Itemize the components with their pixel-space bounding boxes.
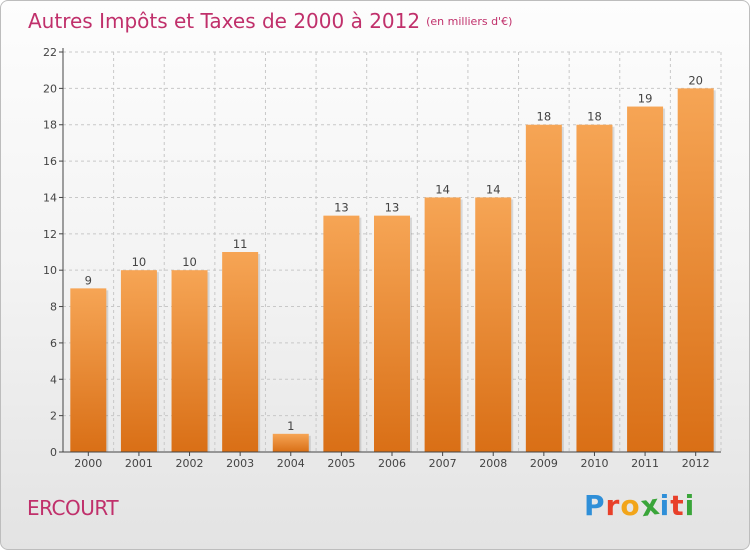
x-tick-label: 2009 (530, 457, 558, 470)
x-tick-label: 2001 (125, 457, 153, 470)
y-tick-label: 10 (43, 264, 57, 277)
y-tick-label: 14 (43, 191, 57, 204)
y-tick-label: 0 (50, 446, 57, 459)
y-tick-label: 12 (43, 228, 57, 241)
y-tick-label: 18 (43, 119, 57, 132)
x-tick-label: 2002 (176, 457, 204, 470)
logo-letter: i (659, 489, 671, 522)
y-tick-label: 8 (50, 301, 57, 314)
x-tick-label: 2010 (580, 457, 608, 470)
bar-value-label: 1 (287, 419, 294, 433)
bar (222, 252, 259, 452)
logo-letter: x (638, 487, 662, 524)
y-tick-label: 2 (50, 410, 57, 423)
x-tick-label: 2004 (277, 457, 305, 470)
bar-value-label: 13 (385, 201, 400, 215)
commune-name: ERCOURT (27, 496, 119, 520)
chart-title-unit: (en milliers d'€) (426, 15, 513, 28)
bar-value-label: 10 (132, 255, 147, 269)
x-tick-label: 2012 (682, 457, 710, 470)
x-tick-label: 2000 (74, 457, 102, 470)
labels: 0 2 4 6 8 10 12 14 16 18 20 22 9 2000 10 2001 10 2002 11 20… (43, 46, 710, 470)
bar-value-label: 20 (688, 73, 703, 87)
chart-title: Autres Impôts et Taxes de 2000 à 2012 (en… (28, 9, 512, 33)
y-tick-label: 16 (43, 155, 57, 168)
bar-value-label: 14 (435, 182, 450, 196)
bar (171, 270, 208, 452)
logo-letter: o (620, 489, 641, 522)
bar (70, 288, 107, 452)
bars (70, 88, 716, 453)
axes (59, 48, 721, 456)
bar-value-label: 10 (182, 255, 197, 269)
bar (120, 270, 157, 452)
bar (272, 433, 309, 452)
x-tick-label: 2005 (327, 457, 355, 470)
bar-value-label: 14 (486, 182, 501, 196)
logo-letter: i (684, 489, 696, 522)
bar (475, 197, 512, 452)
bar (525, 124, 562, 453)
bar (576, 124, 613, 453)
bar-value-label: 11 (233, 237, 248, 251)
logo-letter: t (670, 489, 685, 522)
y-tick-label: 22 (43, 46, 57, 59)
bar-value-label: 18 (587, 110, 602, 124)
logo-letter: r (605, 489, 621, 522)
bar (627, 106, 664, 452)
y-tick-label: 20 (43, 82, 57, 95)
y-tick-label: 6 (50, 337, 57, 350)
bar (374, 215, 410, 452)
x-tick-label: 2011 (631, 457, 659, 470)
proxiti-logo: Proxiti (584, 487, 696, 524)
x-tick-label: 2007 (429, 457, 457, 470)
logo-letter: P (584, 489, 606, 522)
bar-value-label: 13 (334, 201, 349, 215)
x-tick-label: 2006 (378, 457, 406, 470)
bar-value-label: 18 (537, 110, 552, 124)
chart-title-text: Autres Impôts et Taxes de 2000 à 2012 (28, 9, 421, 33)
bar-value-label: 19 (638, 92, 653, 106)
y-tick-label: 4 (50, 373, 57, 386)
bar (677, 88, 714, 452)
x-tick-label: 2003 (226, 457, 254, 470)
bar (424, 197, 461, 452)
x-tick-label: 2008 (479, 457, 507, 470)
bar-value-label: 9 (85, 273, 92, 287)
bar (323, 215, 360, 452)
